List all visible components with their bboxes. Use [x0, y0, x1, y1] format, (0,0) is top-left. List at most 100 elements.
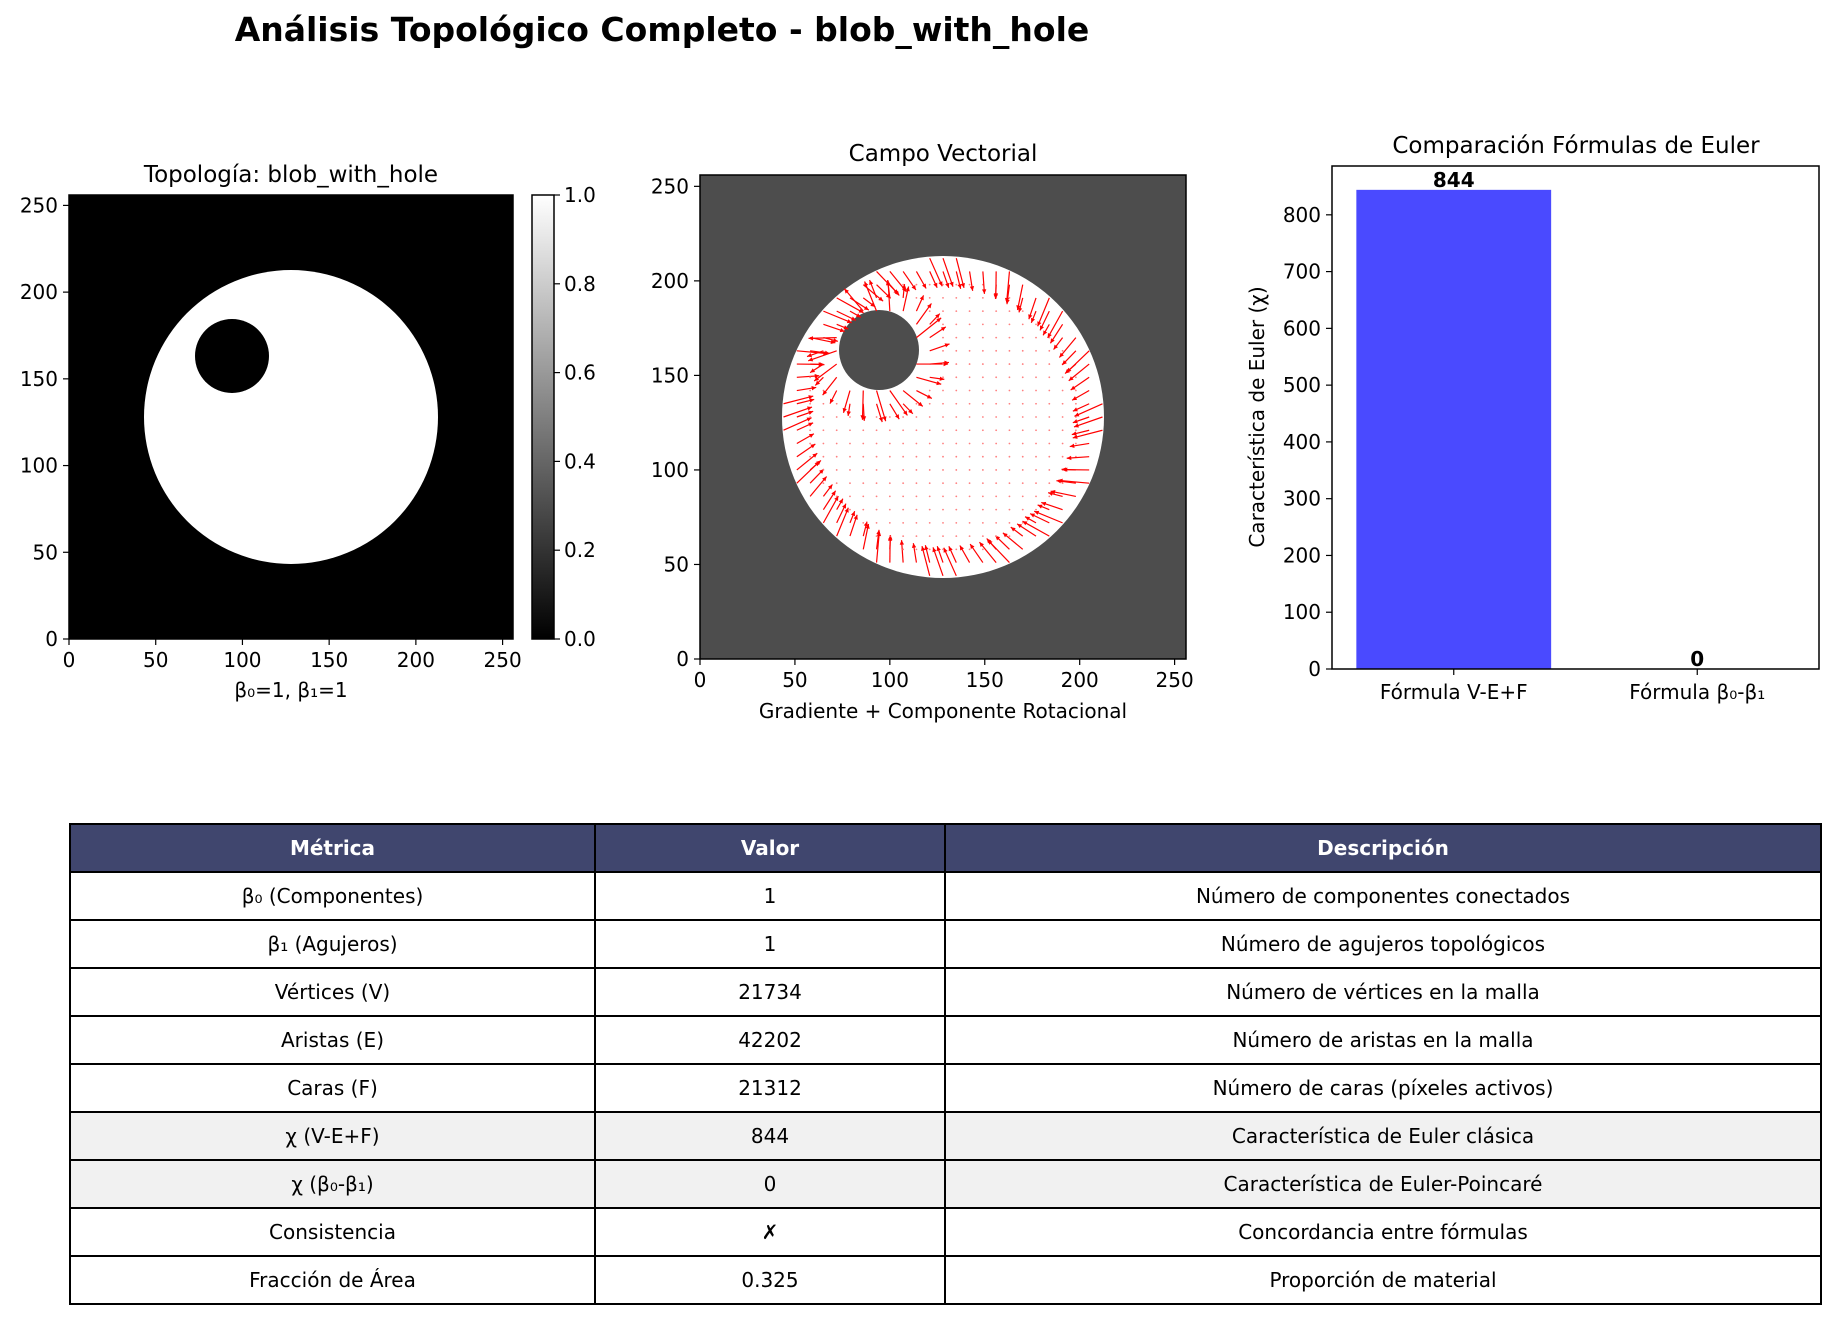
vector-dot	[1008, 416, 1011, 418]
vector-arrowhead	[960, 283, 965, 288]
vector-arrowhead	[905, 286, 910, 292]
vector-arrowhead	[831, 490, 836, 496]
vector-dot	[1021, 482, 1024, 485]
vector-dot	[955, 416, 958, 418]
vector-dot	[1021, 521, 1024, 524]
vector-dot	[995, 349, 998, 352]
vector-dot	[1008, 310, 1011, 313]
vector-arrowhead	[864, 281, 869, 287]
vector-arrowhead	[944, 343, 950, 348]
vector-dot	[902, 508, 905, 511]
vector-dot	[955, 455, 958, 458]
vector-arrowhead	[1072, 419, 1078, 424]
vector-dot	[875, 442, 878, 445]
vector-dot	[849, 482, 851, 485]
vector-arrow	[1006, 271, 1011, 303]
vector-arrowhead	[957, 283, 962, 289]
vector-arrowhead	[1004, 297, 1010, 303]
vector-arrowhead	[936, 380, 942, 386]
vector-arrow	[783, 406, 813, 418]
vector-arrow	[1072, 429, 1103, 439]
vector-arrowhead	[844, 507, 849, 513]
vector-dot	[1008, 442, 1011, 445]
vector-dot	[995, 508, 998, 511]
table-cell: 21312	[594, 1063, 946, 1113]
vector-dot	[942, 535, 944, 538]
vector-arrowhead	[850, 511, 856, 517]
vector-arrowhead	[943, 547, 948, 553]
vector-dot	[809, 416, 812, 418]
vector-dot	[1061, 416, 1064, 418]
table-cell: Caras (F)	[69, 1063, 596, 1113]
vector-dot	[1008, 521, 1011, 524]
vector-arrowhead	[1066, 455, 1072, 461]
table-cell: Número de vértices en la malla	[944, 967, 1822, 1017]
bar-ytick-label: 600	[1283, 316, 1321, 340]
vector-dot	[1035, 363, 1037, 365]
vector-arrow	[783, 417, 812, 431]
vector-dot	[995, 429, 998, 432]
vector-dot	[955, 521, 958, 524]
vector-dot	[928, 521, 931, 524]
vector-dot	[902, 521, 905, 524]
vector-arrowhead	[1017, 523, 1023, 529]
table-cell: β₁ (Agujeros)	[69, 919, 596, 969]
vector-dot	[809, 429, 812, 432]
colorbar-tick-label: 0.0	[564, 627, 596, 651]
vector-dot	[1035, 495, 1037, 498]
vector-dot	[968, 336, 971, 339]
bar-category-label: Fórmula V-E+F	[1380, 680, 1528, 704]
vector-dot	[942, 402, 944, 405]
vector-arrowhead	[809, 398, 815, 403]
vector-arrowhead	[1002, 532, 1008, 538]
vector-arrowhead	[807, 406, 813, 411]
vector-dot	[968, 323, 971, 326]
vector-dot	[928, 310, 931, 313]
vector-dot	[981, 429, 984, 432]
vector-arrowhead	[842, 503, 846, 509]
vector-dot	[862, 508, 865, 511]
vector-dot	[1035, 389, 1037, 392]
vector-dot	[875, 535, 878, 538]
vector-dot	[1074, 402, 1077, 405]
vector-dot	[942, 336, 944, 339]
vector-arrowhead	[1070, 385, 1076, 391]
vector-arrowhead	[863, 521, 868, 527]
vector-arrowhead	[940, 326, 946, 332]
vector-arrow	[876, 271, 899, 295]
vector-arrowhead	[1068, 376, 1074, 381]
vector-dot	[809, 389, 812, 392]
vector-dot	[928, 535, 931, 538]
vector-dot	[1021, 455, 1024, 458]
vector-dot	[981, 402, 984, 405]
vector-arrowhead	[1058, 478, 1063, 483]
vector-dot	[995, 442, 998, 445]
panel1-blob	[144, 270, 438, 564]
vector-arrowhead	[969, 286, 975, 291]
vector-dot	[942, 416, 944, 418]
vector-arrow	[783, 395, 814, 405]
vector-dot	[915, 495, 918, 498]
vector-dot	[1035, 508, 1037, 511]
vector-arrowhead	[806, 417, 812, 422]
vector-dot	[902, 535, 905, 538]
vector-dot	[968, 521, 971, 524]
panel2-frame	[699, 174, 1187, 660]
bar-value-label: 0	[1690, 647, 1704, 671]
vector-arrowhead	[810, 368, 816, 373]
table-row: Consistencia ✗ Concordancia entre fórmulas	[69, 1207, 1822, 1257]
vector-arrowhead	[1066, 367, 1072, 373]
panel1-x-ticks: 0 50 100 150 200 250	[63, 639, 522, 672]
panel3-frame	[1331, 165, 1820, 670]
table-cell: 0.325	[594, 1255, 946, 1305]
panel1-ytick-label: 200	[20, 280, 58, 304]
vector-dot	[849, 495, 851, 498]
vector-dot	[981, 336, 984, 339]
vector-arrowhead	[1034, 510, 1040, 515]
vector-dot	[955, 296, 958, 299]
panel1-xtick-label: 150	[310, 648, 348, 672]
vector-dot	[888, 442, 891, 445]
vector-dot	[875, 416, 878, 418]
vector-dot	[942, 508, 944, 511]
vector-dot	[1035, 469, 1037, 471]
